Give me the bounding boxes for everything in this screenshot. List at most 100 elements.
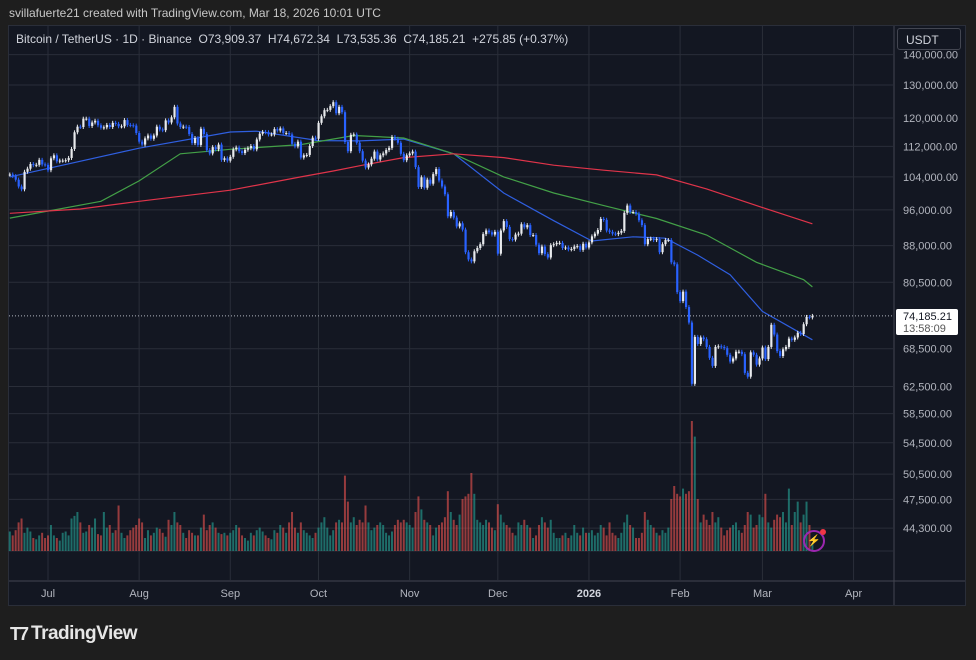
y-tick-label: 62,500.00 xyxy=(903,381,952,393)
candle xyxy=(373,151,376,159)
volume-bar xyxy=(273,530,276,551)
candle xyxy=(455,217,458,227)
volume-bar xyxy=(332,530,335,551)
volume-bar xyxy=(664,532,667,551)
candle xyxy=(676,264,679,293)
candle xyxy=(679,292,682,302)
volume-bar xyxy=(179,525,182,551)
candle xyxy=(790,338,794,340)
candle xyxy=(505,221,508,227)
volume-bar xyxy=(144,538,147,551)
candle xyxy=(208,150,211,154)
candle xyxy=(47,164,50,171)
volume-bar xyxy=(452,519,455,551)
y-tick-label: 130,000.00 xyxy=(903,80,958,92)
candle xyxy=(529,225,532,236)
candle xyxy=(317,122,320,139)
volume-bar xyxy=(220,534,223,551)
candle xyxy=(746,372,749,377)
volume-bar xyxy=(217,532,220,551)
candle xyxy=(802,324,805,334)
volume-bar xyxy=(605,535,608,551)
volume-bar xyxy=(167,519,170,551)
candle xyxy=(734,351,738,359)
candle xyxy=(617,232,620,235)
candle xyxy=(787,338,791,347)
candle xyxy=(623,212,626,231)
volume-bar xyxy=(529,527,532,551)
candle xyxy=(423,177,426,188)
candle xyxy=(123,120,126,127)
candle xyxy=(170,117,173,123)
volume-bar xyxy=(734,522,737,551)
candle xyxy=(194,138,197,144)
candle xyxy=(493,231,497,235)
volume-bar xyxy=(229,532,232,551)
volume-bar xyxy=(241,535,244,551)
candle xyxy=(558,242,561,244)
candle xyxy=(91,122,94,126)
currency-button[interactable]: USDT xyxy=(897,28,961,50)
x-tick-label: 2026 xyxy=(577,588,601,600)
candle xyxy=(352,134,355,136)
volume-bar xyxy=(740,532,743,551)
symbol-name[interactable]: Bitcoin / TetherUS · 1D · Binance xyxy=(16,32,192,46)
candle xyxy=(805,316,808,325)
candle xyxy=(458,223,461,227)
candle xyxy=(370,158,373,165)
volume-bar xyxy=(611,532,614,551)
notification-dot xyxy=(820,529,826,535)
volume-bar xyxy=(570,535,573,551)
volume-bar xyxy=(346,501,349,551)
candle xyxy=(808,316,811,318)
candle xyxy=(41,159,44,165)
candle xyxy=(514,234,517,240)
volume-bar xyxy=(223,532,226,551)
candle xyxy=(564,247,567,249)
candle xyxy=(664,240,667,245)
volume-bar xyxy=(199,527,202,551)
volume-bar xyxy=(623,522,626,551)
volume-bar xyxy=(617,538,620,551)
volume-bar xyxy=(264,535,267,551)
volume-bar xyxy=(696,499,699,551)
volume-bar xyxy=(358,519,361,551)
candle xyxy=(602,218,605,220)
candle xyxy=(205,134,208,151)
candle xyxy=(482,234,485,245)
volume-bar xyxy=(635,538,637,551)
candle xyxy=(14,176,17,180)
candle xyxy=(158,126,161,130)
tradingview-logo[interactable]: T7 TradingView xyxy=(10,623,138,645)
candle xyxy=(229,156,232,161)
candle xyxy=(729,354,732,362)
volume-bar xyxy=(684,493,687,551)
candle xyxy=(726,348,729,355)
candle xyxy=(532,235,535,237)
x-tick-label: Sep xyxy=(220,588,240,600)
volume-bar xyxy=(755,525,758,551)
volume-bar xyxy=(411,527,414,551)
candle xyxy=(708,346,711,358)
candle xyxy=(523,224,526,228)
candle xyxy=(220,144,223,160)
candle xyxy=(120,126,123,128)
volume-bar xyxy=(291,512,294,551)
volume-bar xyxy=(49,525,52,551)
lightning-icon[interactable]: ⚡ xyxy=(803,529,826,552)
volume-bar xyxy=(643,512,646,551)
candle xyxy=(323,110,326,117)
volume-bar xyxy=(679,496,682,551)
candle xyxy=(782,349,785,356)
candle xyxy=(96,120,100,126)
candle xyxy=(490,232,494,235)
y-tick-label: 58,500.00 xyxy=(903,409,952,421)
volume-bar xyxy=(796,501,799,551)
volume-bar xyxy=(652,527,655,551)
volume-bar xyxy=(614,535,617,551)
volume-bar xyxy=(26,527,29,551)
volume-bar xyxy=(752,527,755,551)
volume-bar xyxy=(352,517,355,551)
candle xyxy=(329,106,332,110)
